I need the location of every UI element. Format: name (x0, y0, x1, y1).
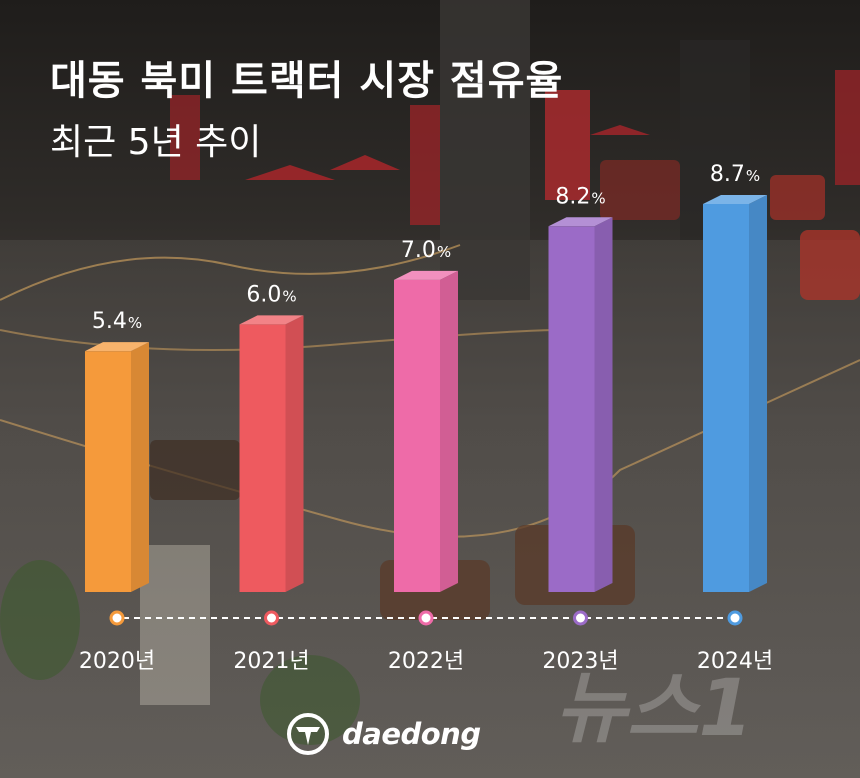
bar-top (239, 315, 304, 325)
bar-front (703, 204, 749, 592)
news1-watermark: 뉴스1 (555, 664, 753, 754)
data-label: 5.4% (92, 309, 142, 334)
bar (703, 195, 767, 592)
timeline-dot (418, 610, 434, 626)
bar (548, 217, 613, 593)
bar-front (548, 226, 595, 593)
bar (394, 270, 458, 592)
bar-front (394, 279, 440, 592)
bar-side (131, 342, 149, 592)
timeline-dot (727, 610, 743, 626)
bar (239, 315, 304, 592)
data-label: 7.0% (401, 238, 451, 263)
category-label: 2020년 (79, 649, 155, 674)
daedong-emblem-icon (287, 713, 329, 755)
timeline-dot (573, 610, 588, 626)
chart-subtitle: 최근 5년 추이 (50, 122, 262, 163)
daedong-logo: daedong (286, 712, 481, 756)
bar-top (548, 217, 613, 227)
bar-front (239, 324, 286, 592)
timeline-dot (109, 610, 125, 626)
data-label: 6.0% (246, 282, 296, 307)
category-label: 2024년 (697, 649, 773, 674)
watermark-text: 뉴스1 (555, 664, 753, 754)
bar-side (749, 195, 767, 592)
bar (85, 342, 149, 592)
category-label: 2022년 (388, 649, 464, 674)
timeline-dot (264, 610, 279, 626)
bar-front (85, 351, 131, 592)
brand-name: daedong (342, 717, 481, 751)
bar-side (285, 315, 304, 592)
data-label: 8.7% (710, 162, 760, 187)
bar-top (85, 342, 149, 352)
bar-top (394, 270, 458, 280)
bar-side (594, 217, 613, 593)
category-label: 2021년 (233, 649, 309, 674)
chart-title: 대동 북미 트랙터 시장 점유율 (50, 58, 564, 104)
data-label: 8.2% (555, 184, 605, 209)
category-label: 2023년 (542, 649, 618, 674)
bar-side (440, 270, 458, 592)
bar-top (703, 195, 767, 204)
